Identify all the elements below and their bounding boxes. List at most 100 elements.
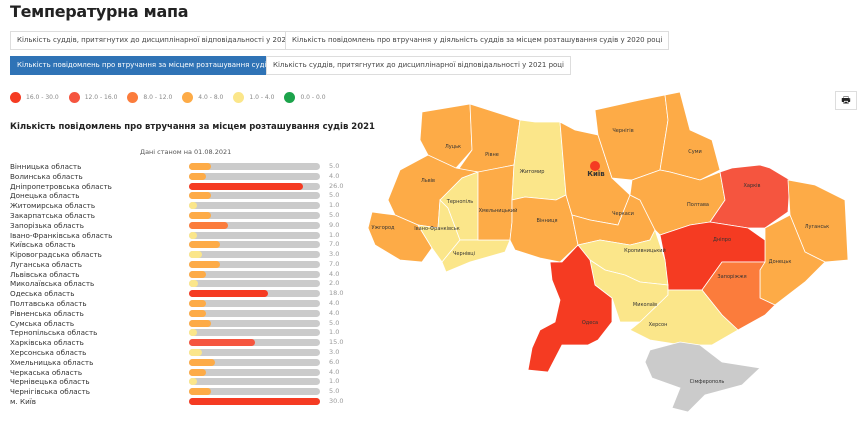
city-label: Запоріжжя (717, 274, 746, 280)
map-region[interactable] (441, 239, 511, 273)
bar-row[interactable]: Хмельницька область 6.0 (10, 358, 350, 367)
bar-row[interactable]: Київська область 7.0 (10, 240, 350, 249)
tab-interference-2021[interactable]: Кількість повідомлень про втручання за м… (10, 56, 298, 75)
map-region[interactable] (511, 119, 567, 201)
city-label: Харків (743, 183, 760, 189)
bar-fill (189, 163, 211, 170)
bar-fill (189, 211, 211, 219)
city-label: Львів (421, 178, 435, 184)
legend-item[interactable]: 0.0 - 0.0 (284, 92, 326, 103)
bar-fill (189, 280, 198, 288)
bar-value: 3.0 (329, 250, 340, 259)
bar-row[interactable]: Івано-Франківська область 1.0 (10, 231, 350, 240)
city-label: Ужгород (372, 225, 395, 231)
bar-fill (189, 319, 211, 327)
bar-track (189, 378, 320, 386)
bar-value: 1.0 (329, 328, 340, 337)
region-label: Полтавська область (10, 299, 87, 309)
bar-row[interactable]: Рівненська область 4.0 (10, 309, 350, 318)
bar-fill (189, 358, 216, 366)
bar-row[interactable]: Херсонська область 3.0 (10, 348, 350, 357)
city-label: Рівне (485, 152, 499, 158)
bar-value: 1.0 (329, 230, 340, 239)
map-region[interactable] (659, 91, 721, 181)
bar-row[interactable]: Луганська область 7.0 (10, 260, 350, 269)
legend-item[interactable]: 1.0 - 4.0 (233, 92, 274, 103)
bar-row[interactable]: Сумська область 5.0 (10, 319, 350, 328)
map-region[interactable] (629, 289, 739, 346)
region-label: Миколаївська область (10, 279, 95, 289)
bar-row[interactable]: Донецька область 5.0 (10, 191, 350, 200)
bar-row[interactable]: Кіровоградська область 3.0 (10, 250, 350, 259)
city-label: Житомир (520, 169, 545, 175)
region-label: Рівненська область (10, 308, 84, 318)
bar-row[interactable]: Одеська область 18.0 (10, 289, 350, 298)
kyiv-city-marker[interactable] (590, 161, 600, 171)
bar-track (189, 339, 320, 347)
bar-row[interactable]: Миколаївська область 2.0 (10, 279, 350, 288)
map-region[interactable] (527, 244, 613, 373)
bar-row[interactable]: Чернівецька область 1.0 (10, 377, 350, 386)
bar-row[interactable]: Львівська область 4.0 (10, 270, 350, 279)
bar-track (189, 260, 320, 268)
bar-track (189, 221, 320, 229)
bar-row[interactable]: Чернігівська область 5.0 (10, 387, 350, 396)
page-title: Температурна мапа (10, 2, 189, 21)
bar-track (189, 163, 320, 170)
bar-value: 30.0 (329, 396, 344, 405)
city-label: Київ (587, 170, 605, 178)
map-region[interactable] (477, 164, 515, 241)
region-label: Кіровоградська область (10, 250, 102, 260)
bar-track (189, 349, 320, 356)
bar-value: 7.0 (329, 259, 340, 268)
bar-value: 4.0 (329, 299, 340, 308)
region-label: Львівська область (10, 269, 80, 279)
bar-row[interactable]: м. Київ 30.0 (10, 397, 350, 406)
legend-item[interactable]: 12.0 - 16.0 (68, 92, 117, 103)
print-button[interactable]: 🖶 (835, 91, 857, 110)
bar-value: 1.0 (329, 201, 340, 210)
bar-track (189, 290, 320, 298)
bar-row[interactable]: Дніпропетровська область 26.0 (10, 182, 350, 191)
region-label: Харківська область (10, 338, 84, 348)
region-label: Хмельницька область (10, 357, 94, 367)
bar-fill (189, 349, 203, 356)
bar-row[interactable]: Полтавська область 4.0 (10, 299, 350, 308)
region-label: Сумська область (10, 318, 75, 328)
bar-fill (189, 270, 207, 278)
legend-dot (10, 92, 21, 103)
bar-row[interactable]: Волинська область 4.0 (10, 172, 350, 181)
map-region[interactable] (644, 341, 761, 413)
bar-row[interactable]: Запорізька область 9.0 (10, 221, 350, 230)
bar-value: 5.0 (329, 387, 340, 396)
legend-dot (68, 92, 80, 103)
legend-label: 16.0 - 30.0 (26, 94, 59, 101)
legend-dot (233, 92, 245, 103)
region-label: Запорізька область (10, 220, 84, 230)
bar-row[interactable]: Черкаська область 4.0 (10, 368, 350, 377)
bar-row[interactable]: Тернопільська область 1.0 (10, 328, 350, 337)
tab-interference-2020[interactable]: Кількість повідомлень про втручання у ді… (285, 31, 670, 50)
bar-track (189, 319, 320, 327)
city-label: Черкаси (612, 211, 634, 217)
legend-item[interactable]: 4.0 - 8.0 (182, 92, 223, 103)
map-region[interactable] (509, 194, 579, 263)
bar-row[interactable]: Житомирська область 1.0 (10, 201, 350, 210)
region-label: Вінницька область (10, 162, 82, 171)
tab-judges-2021[interactable]: Кількість суддів, притягнутих до дисципл… (266, 56, 572, 75)
bar-row[interactable]: Вінницька область 5.0 (10, 162, 350, 171)
bar-track (189, 270, 320, 278)
map-region[interactable] (709, 164, 791, 229)
bar-value: 5.0 (329, 210, 340, 219)
bar-row[interactable]: Харківська область 15.0 (10, 338, 350, 347)
tab-judges-2020[interactable]: Кількість суддів, притягнутих до дисципл… (10, 31, 316, 50)
bar-fill (189, 202, 197, 210)
legend-dot (182, 92, 194, 103)
legend-item[interactable]: 16.0 - 30.0 (10, 92, 59, 103)
legend-dot (284, 92, 296, 103)
legend-item[interactable]: 8.0 - 12.0 (127, 92, 172, 103)
bar-track (189, 192, 320, 200)
legend-dot (127, 92, 139, 103)
bar-row[interactable]: Закарпатська область 5.0 (10, 211, 350, 220)
